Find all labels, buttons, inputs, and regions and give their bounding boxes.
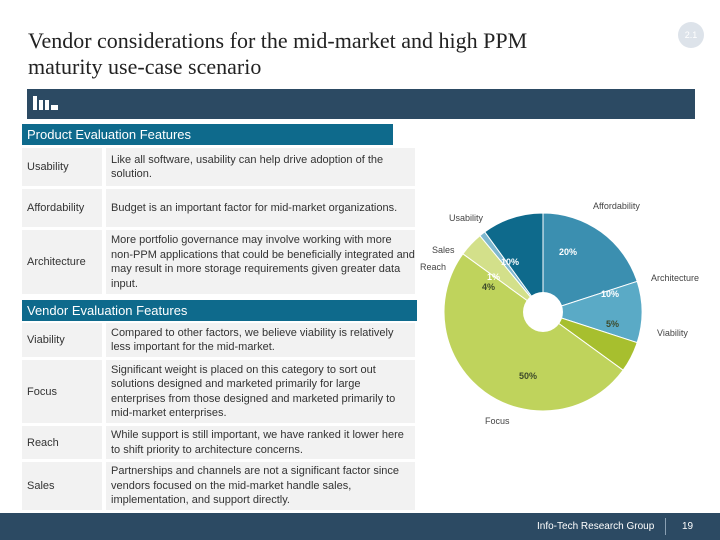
footer-company: Info-Tech Research Group	[537, 521, 655, 532]
vendor-evaluation-header: Vendor Evaluation Features	[22, 300, 417, 321]
table-row: Affordability Budget is an important fac…	[22, 189, 415, 227]
feature-description: Significant weight is placed on this cat…	[106, 360, 415, 423]
slice-percent-label: 4%	[482, 282, 495, 292]
slice-percent-label: 10%	[601, 289, 619, 299]
feature-description: More portfolio governance may involve wo…	[106, 230, 415, 294]
feature-description: Compared to other factors, we believe vi…	[106, 323, 415, 357]
product-evaluation-header: Product Evaluation Features	[22, 124, 393, 145]
weighting-donut-chart: 20% Affordability 10% Architecture 5% Viabili…	[420, 201, 699, 426]
feature-description: While support is still important, we hav…	[106, 426, 415, 459]
table-row: Architecture More portfolio governance m…	[22, 230, 415, 294]
slice-name-label: Sales	[432, 245, 455, 255]
feature-label: Focus	[22, 360, 102, 423]
slide-title: Vendor considerations for the mid-market…	[28, 28, 648, 80]
company-logo-icon	[33, 96, 63, 110]
slice-name-label: Architecture	[651, 273, 699, 283]
table-row: Viability Compared to other factors, we …	[22, 323, 415, 357]
slide-title-line-1: Vendor considerations for the mid-market…	[28, 28, 528, 53]
header-banner	[27, 89, 695, 119]
slice-percent-label: 1%	[487, 272, 500, 282]
slide-title-line-2: maturity use-case scenario	[28, 54, 262, 79]
feature-label: Architecture	[22, 230, 102, 294]
slice-percent-label: 50%	[519, 371, 537, 381]
section-number-badge: 2.1	[678, 22, 704, 48]
feature-label: Affordability	[22, 189, 102, 227]
footer-bar: Info-Tech Research Group 19	[0, 513, 720, 540]
footer-divider	[665, 518, 666, 535]
feature-description: Partnerships and channels are not a sign…	[106, 462, 415, 510]
table-row: Reach While support is still important, …	[22, 426, 415, 459]
pie-slice-affordability	[542, 212, 638, 313]
pie-slice-usability	[484, 212, 544, 314]
slice-name-label: Usability	[449, 213, 484, 223]
feature-label: Reach	[22, 426, 102, 459]
feature-label: Sales	[22, 462, 102, 510]
table-row: Focus Significant weight is placed on th…	[22, 360, 415, 423]
slice-percent-label: 10%	[501, 257, 519, 267]
feature-description: Budget is an important factor for mid-ma…	[106, 189, 415, 227]
pie-slice-focus	[443, 253, 624, 412]
slice-name-label: Viability	[657, 328, 688, 338]
slice-name-label: Focus	[485, 416, 510, 426]
table-row: Usability Like all software, usability c…	[22, 148, 415, 186]
feature-description: Like all software, usability can help dr…	[106, 148, 415, 186]
table-row: Sales Partnerships and channels are not …	[22, 462, 415, 510]
page-number: 19	[682, 521, 694, 532]
feature-label: Viability	[22, 323, 102, 357]
slice-name-label: Reach	[420, 262, 446, 272]
slice-name-label: Affordability	[593, 201, 640, 211]
feature-label: Usability	[22, 148, 102, 186]
donut-hole	[523, 292, 563, 332]
slice-percent-label: 5%	[606, 319, 619, 329]
slice-percent-label: 20%	[559, 247, 577, 257]
